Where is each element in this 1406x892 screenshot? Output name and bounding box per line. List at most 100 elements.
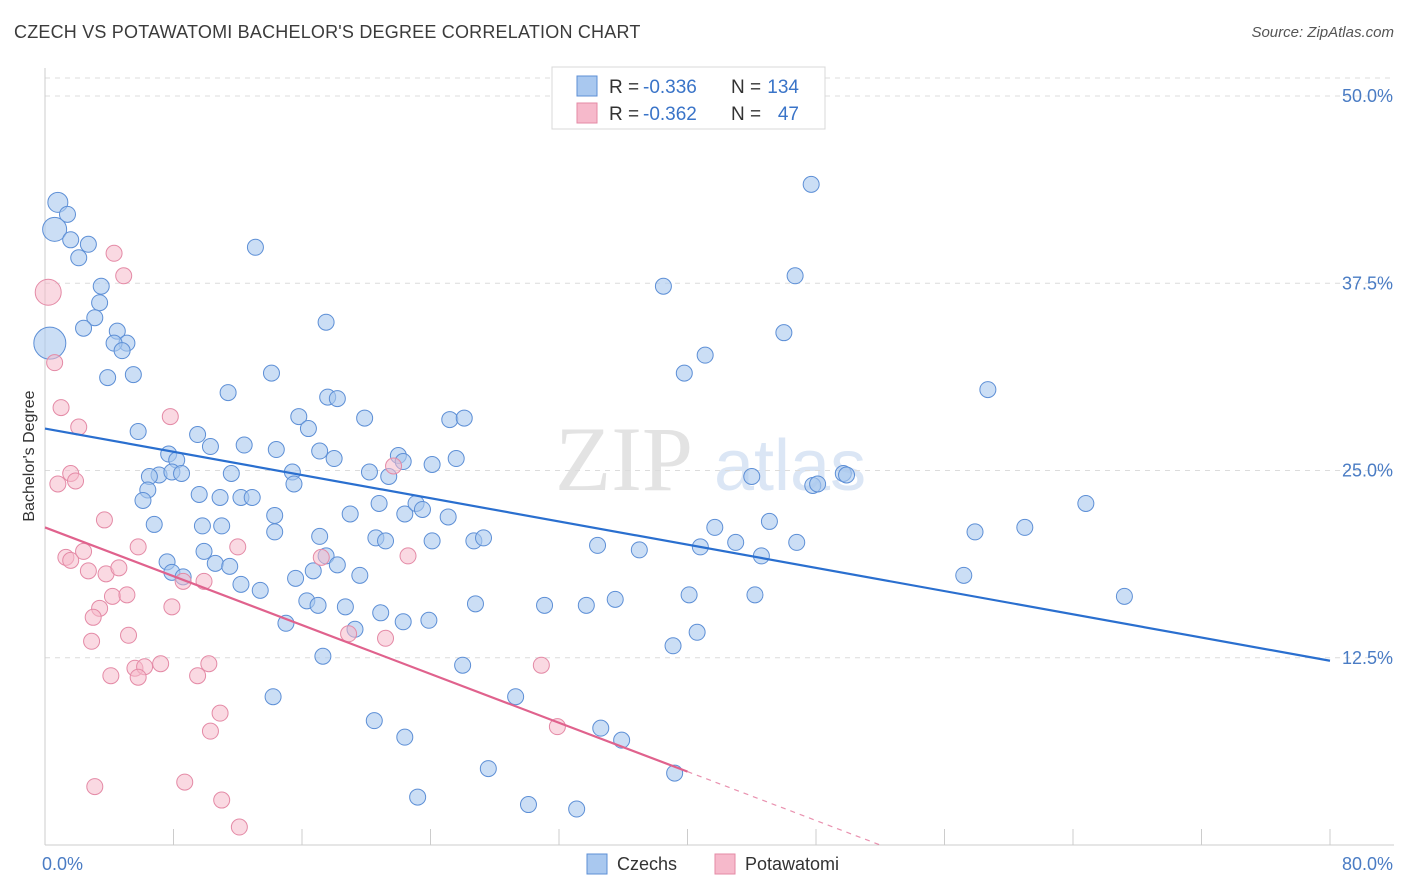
bottom-legend-swatch-potawatomi: [714, 853, 736, 875]
czechs-point: [536, 596, 554, 614]
czechs-point: [325, 450, 343, 468]
czechs-point: [396, 505, 414, 523]
czechs-point: [664, 637, 682, 655]
czechs-point: [420, 611, 438, 629]
czechs-point: [1115, 587, 1133, 605]
czechs-point: [304, 562, 322, 580]
potawatomi-point: [110, 559, 128, 577]
potawatomi-point: [75, 542, 93, 560]
czechs-point: [317, 313, 335, 331]
trend-lines: [44, 427, 1331, 846]
czechs-point: [222, 464, 240, 482]
correlation-legend: R = -0.336 N = 134 R = -0.362 N = 47: [551, 66, 826, 130]
czechs-point: [370, 494, 388, 512]
czechs-point: [788, 533, 806, 551]
czechs-point: [696, 346, 714, 364]
legend-r-label-potawatomi: R =: [609, 104, 639, 125]
potawatomi-point: [129, 668, 147, 686]
czechs-point: [328, 556, 346, 574]
potawatomi-point: [385, 457, 403, 475]
czechs-point: [688, 623, 706, 641]
czechs-point: [173, 464, 191, 482]
czechs-point: [92, 277, 110, 295]
czechs-point: [193, 517, 211, 535]
czechs-point: [311, 442, 329, 460]
potawatomi-point: [49, 475, 67, 493]
czechs-point: [75, 319, 93, 337]
czechs-point: [91, 294, 109, 312]
czechs-point: [266, 523, 284, 541]
czechs-point: [246, 238, 264, 256]
czechs-point: [1016, 518, 1034, 536]
czechs-point: [455, 409, 473, 427]
czechs-point: [243, 488, 261, 506]
legend-r-value-czechs: -0.336: [643, 77, 697, 98]
czechs-point: [190, 485, 208, 503]
potawatomi-point: [118, 586, 136, 604]
czechs-point: [439, 508, 457, 526]
czechs-point: [396, 728, 414, 746]
czechs-point: [589, 536, 607, 554]
potawatomi-point: [230, 818, 248, 836]
potawatomi-point: [120, 626, 138, 644]
czechs-point: [423, 532, 441, 550]
x-tick-label-max: 80.0%: [1342, 854, 1393, 874]
czechs-point: [365, 712, 383, 730]
potawatomi-point: [377, 629, 395, 647]
legend-n-value-czechs: 134: [767, 77, 799, 98]
czechs-point: [70, 249, 88, 267]
potawatomi-point: [189, 667, 207, 685]
czechs-point: [409, 788, 427, 806]
potawatomi-point: [399, 547, 417, 565]
grid-lines: [45, 77, 1394, 659]
czechs-point: [507, 688, 525, 706]
czechs-point: [309, 596, 327, 614]
czechs-point: [1077, 494, 1095, 512]
czechs-point: [775, 324, 793, 342]
potawatomi-point: [161, 408, 179, 426]
potawatomi-point: [163, 598, 181, 616]
czechs-point: [675, 364, 693, 382]
potawatomi-point: [129, 538, 147, 556]
potawatomi-point: [86, 778, 104, 796]
potawatomi-trend-line: [44, 526, 688, 773]
czechs-point: [447, 450, 465, 468]
czechs-point: [654, 277, 672, 295]
potawatomi-point: [67, 472, 85, 490]
y-tick-label: 25.0%: [1342, 461, 1393, 481]
czechs-point: [838, 466, 856, 484]
czechs-point: [206, 554, 224, 572]
czechs-point: [134, 491, 152, 509]
czechs-point: [262, 364, 280, 382]
potawatomi-point: [200, 655, 218, 673]
watermark-zip: ZIP: [555, 408, 693, 510]
legend-r-label-czechs: R =: [609, 77, 639, 98]
y-tick-label: 12.5%: [1342, 648, 1393, 668]
potawatomi-point: [532, 656, 550, 674]
axes: [44, 68, 1394, 846]
czechs-point: [201, 438, 219, 456]
czechs-point: [519, 796, 537, 814]
potawatomi-point: [52, 399, 70, 417]
czechs-point: [235, 436, 253, 454]
y-tick-label: 50.0%: [1342, 86, 1393, 106]
czechs-point: [955, 566, 973, 584]
czechs-point: [266, 506, 284, 524]
czechs-point: [124, 366, 142, 384]
czechs-point: [466, 595, 484, 613]
czechs-point: [287, 569, 305, 587]
czechs-point: [86, 309, 104, 327]
x-tick-label-min: 0.0%: [42, 854, 83, 874]
potawatomi-point: [201, 722, 219, 740]
potawatomi-point: [312, 548, 330, 566]
y-axis-label: Bachelor's Degree: [21, 390, 38, 521]
legend-n-label-czechs: N =: [731, 77, 761, 98]
potawatomi-point: [103, 587, 121, 605]
czechs-point: [979, 381, 997, 399]
czechs-point: [413, 500, 431, 518]
legend-n-label-potawatomi: N =: [731, 104, 761, 125]
czechs-point: [62, 231, 80, 249]
czechs-point: [377, 532, 395, 550]
bottom-legend-swatch-czechs: [586, 853, 608, 875]
czechs-point: [809, 475, 827, 493]
